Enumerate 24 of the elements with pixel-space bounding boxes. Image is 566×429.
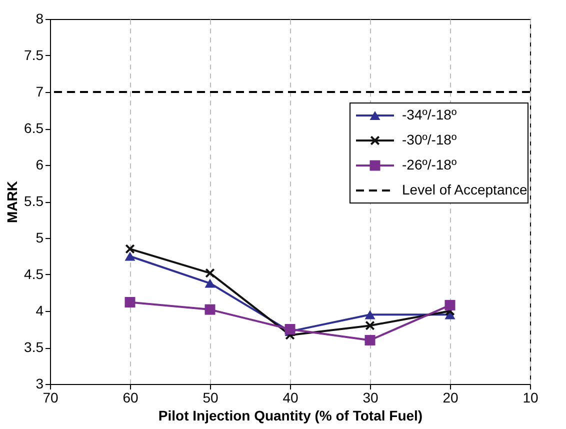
y-tick-label: 3 xyxy=(36,376,44,392)
x-tick-label: 60 xyxy=(122,390,138,406)
y-tick-label: 6 xyxy=(36,156,44,172)
y-tick-label: 3.5 xyxy=(24,339,44,355)
legend-label: -26º/-18º xyxy=(402,156,457,172)
legend-label: Level of Acceptance xyxy=(402,182,528,198)
x-tick-label: 10 xyxy=(522,390,538,406)
y-tick-label: 7.5 xyxy=(24,47,44,63)
x-tick-label: 70 xyxy=(42,390,58,406)
legend-label: -30º/-18º xyxy=(402,132,457,148)
x-tick-label: 30 xyxy=(362,390,378,406)
y-tick-label: 5 xyxy=(36,230,44,246)
x-tick-label: 40 xyxy=(282,390,298,406)
y-tick-label: 4 xyxy=(36,302,44,318)
legend-label: -34º/-18º xyxy=(402,106,457,122)
x-axis-title: Pilot Injection Quantity (% of Total Fuel) xyxy=(158,408,423,424)
y-tick-label: 5.5 xyxy=(24,193,44,209)
y-tick-label: 7 xyxy=(36,84,44,100)
x-tick-label: 20 xyxy=(442,390,458,406)
x-tick-label: 50 xyxy=(202,390,218,406)
y-tick-label: 6.5 xyxy=(24,120,44,136)
y-tick-label: 8 xyxy=(36,10,44,26)
y-axis-title: MARK xyxy=(4,181,20,223)
y-tick-label: 4.5 xyxy=(24,266,44,282)
